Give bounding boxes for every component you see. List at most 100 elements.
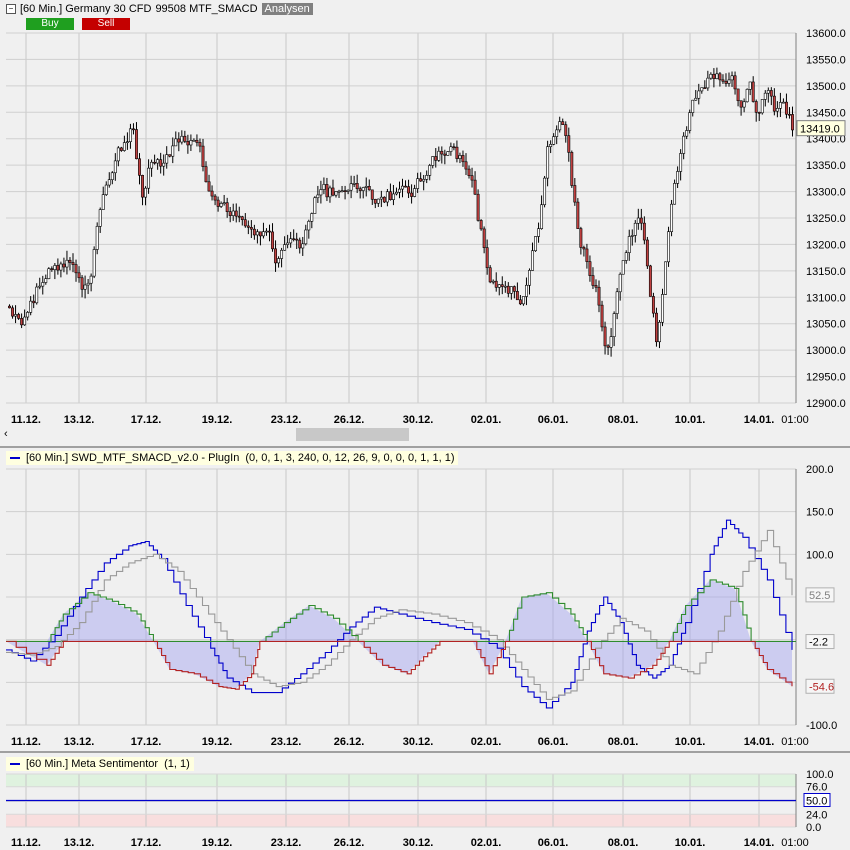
x-tick-label: 10.01. xyxy=(675,736,706,748)
candle-body xyxy=(788,113,791,116)
candle-body xyxy=(310,213,314,222)
pane-divider[interactable] xyxy=(0,446,850,448)
indicator-series-line xyxy=(6,579,792,642)
candle-body xyxy=(237,215,241,218)
x-tick-label: 11.12. xyxy=(11,414,41,426)
candle-body xyxy=(561,121,565,125)
x-tick-label: 17.12. xyxy=(131,414,162,426)
candle-body xyxy=(651,296,655,314)
candle-body xyxy=(77,272,81,279)
indicator-series-line xyxy=(6,529,793,700)
candle-body xyxy=(537,228,540,237)
candle-body xyxy=(198,142,202,147)
candle-body xyxy=(503,285,507,288)
x-tick-label: 08.01. xyxy=(608,736,639,748)
line-legend-icon-2 xyxy=(10,763,20,765)
candle-body xyxy=(144,187,147,198)
candle-body xyxy=(549,144,553,147)
y-tick-label: 13000.0 xyxy=(806,345,846,357)
candle-body xyxy=(331,187,335,196)
candle-body xyxy=(313,197,317,214)
candle-body xyxy=(742,101,746,108)
price-chart[interactable]: 11.12. 13.12. 17.12. 19.12. 23.12. 26.12. 30.1… xyxy=(0,0,850,430)
x-tick-label: 19.12. xyxy=(202,837,233,849)
candle-body xyxy=(286,242,290,245)
candle-body xyxy=(528,270,531,286)
candle-body xyxy=(107,179,111,186)
candle-body xyxy=(23,316,27,326)
candle-body xyxy=(627,236,631,253)
y-tick-label: 13100.0 xyxy=(806,292,846,304)
candle-body xyxy=(213,195,217,201)
candle-body xyxy=(68,259,72,263)
candle-body xyxy=(370,189,374,200)
candle-body xyxy=(343,190,347,192)
candle-body xyxy=(177,138,181,143)
value-box xyxy=(803,793,831,807)
candle-body xyxy=(388,191,392,200)
candle-body xyxy=(673,183,677,205)
candle-body xyxy=(564,124,568,136)
y-tick-label: 150.0 xyxy=(806,507,834,519)
candle-body xyxy=(216,199,220,207)
candle-body xyxy=(518,299,522,305)
candle-body xyxy=(56,265,60,271)
candle-body xyxy=(379,196,383,200)
x-tick-label: 02.01. xyxy=(471,837,502,849)
candle-body xyxy=(751,81,755,102)
candle-body xyxy=(500,284,504,287)
candle-body xyxy=(618,273,622,293)
candle-body xyxy=(53,265,57,270)
candle-body xyxy=(246,225,250,228)
candle-body xyxy=(385,191,389,203)
candle-body xyxy=(455,146,459,159)
x-tick-label: 13.12. xyxy=(64,837,95,849)
x-tick-label: 13.12. xyxy=(64,736,95,748)
pane-divider-2[interactable] xyxy=(0,751,850,753)
candle-body xyxy=(101,194,105,210)
candle-body xyxy=(316,194,320,199)
scroll-left-icon[interactable]: ‹ xyxy=(4,428,8,440)
candle-body xyxy=(289,238,293,244)
analysis-tab[interactable]: Analysen xyxy=(261,3,313,15)
candle-body xyxy=(648,265,652,297)
y-tick-label: 13600.0 xyxy=(806,28,846,40)
candle-body xyxy=(791,114,794,131)
candle-body xyxy=(274,248,277,264)
collapse-icon[interactable]: − xyxy=(6,4,16,14)
candle-body xyxy=(110,172,114,181)
sell-button[interactable]: Sell xyxy=(82,18,130,30)
candle-body xyxy=(778,102,782,109)
horizontal-scrollbar[interactable]: ‹ xyxy=(0,427,850,443)
candle-body xyxy=(679,153,683,172)
candle-body xyxy=(271,231,274,250)
candle-body xyxy=(328,187,332,198)
indicator-chart[interactable]: 11.12. 13.12. 17.12. 19.12. 23.12. 26.12. 30.1… xyxy=(0,448,850,750)
candle-body xyxy=(630,235,634,237)
y-tick-label: 13500.0 xyxy=(806,81,846,93)
scroll-thumb[interactable] xyxy=(296,428,409,441)
candle-body xyxy=(407,186,411,194)
candle-body xyxy=(512,286,516,292)
candle-body xyxy=(636,217,640,224)
candle-body xyxy=(585,248,589,262)
x-tick-label: 11.12. xyxy=(11,736,41,748)
candle-body xyxy=(440,150,444,155)
candle-body xyxy=(691,99,695,113)
candle-body xyxy=(168,154,172,157)
candle-body xyxy=(391,193,395,200)
x-tick-label: 08.01. xyxy=(608,414,639,426)
sentiment-chart[interactable]: 11.12. 13.12. 17.12. 19.12. 23.12. 26.12. 30.1… xyxy=(0,753,850,850)
x-tick-label: 14.01. xyxy=(744,414,775,426)
buy-button[interactable]: Buy xyxy=(26,18,74,30)
candle-body xyxy=(26,312,30,318)
x-tick-label: 26.12. xyxy=(334,837,365,849)
candle-body xyxy=(165,154,169,164)
candle-body xyxy=(661,294,664,323)
candle-body xyxy=(473,179,477,195)
candle-body xyxy=(733,75,737,90)
candle-body xyxy=(700,87,704,92)
candle-body xyxy=(509,286,513,294)
x-tick-label: 02.01. xyxy=(471,414,502,426)
candle-body xyxy=(86,282,90,286)
